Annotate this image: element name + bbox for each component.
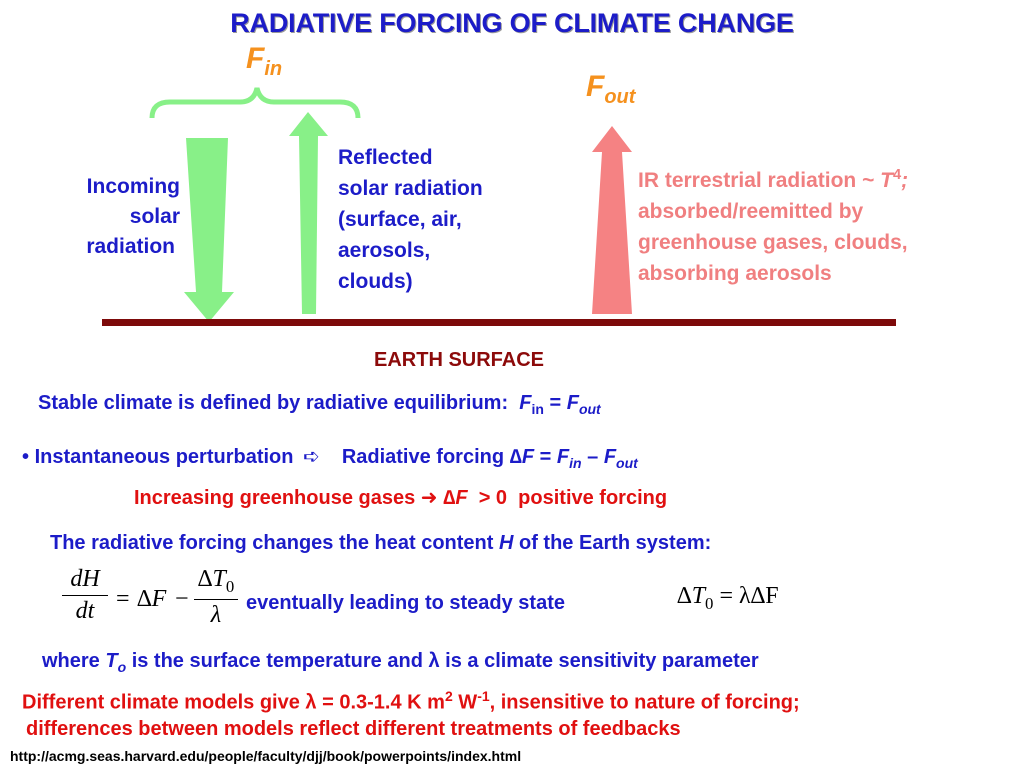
radiation-diagram [102,87,896,326]
fin-brace [149,87,361,119]
ghg-text: Increasing greenhouse gases ➜ ∆F > 0 pos… [134,487,668,509]
page-title: RADIATIVE FORCING OF CLIMATE CHANGE [230,8,794,38]
reflected-arrow [289,112,328,314]
stable-climate-text: Stable climate is defined by radiative e… [38,392,601,417]
fin-label: Fin [246,42,283,80]
eq-equals: = [116,586,130,612]
ir-arrow [592,126,632,314]
eq-middle-text: eventually leading to steady state [246,592,565,614]
models-text-2: differences between models reflect diffe… [26,718,681,740]
incoming-arrow [184,138,234,322]
steady-state-equation: ∆T0 = λ∆F [677,583,779,613]
eq-minus: − [175,586,189,612]
heat-content-text: The radiative forcing changes the heat c… [50,532,712,554]
fout-label: Fout [586,70,636,108]
where-text: where To is the surface temperature and … [42,650,759,675]
ir-label: IR terrestrial radiation ~ T4; absorbed/… [638,167,909,285]
earth-surface-line [102,319,896,326]
earth-surface-label: EARTH SURFACE [374,349,545,371]
source-url[interactable]: http://acmg.seas.harvard.edu/people/facu… [10,748,522,764]
eq-rhs-fraction: ∆T0 λ [194,566,238,629]
reflected-label: Reflected solar radiation (surface, air,… [338,146,483,293]
models-text: Different climate models give λ = 0.3-1.… [22,688,800,714]
incoming-label: Incoming solar radiation [86,175,180,258]
perturbation-bullet: • Instantaneous perturbation ➪ Radiative … [22,446,638,471]
eq-lhs-fraction: dH dt [62,566,108,625]
eq-delta-f: ∆F [137,586,167,612]
